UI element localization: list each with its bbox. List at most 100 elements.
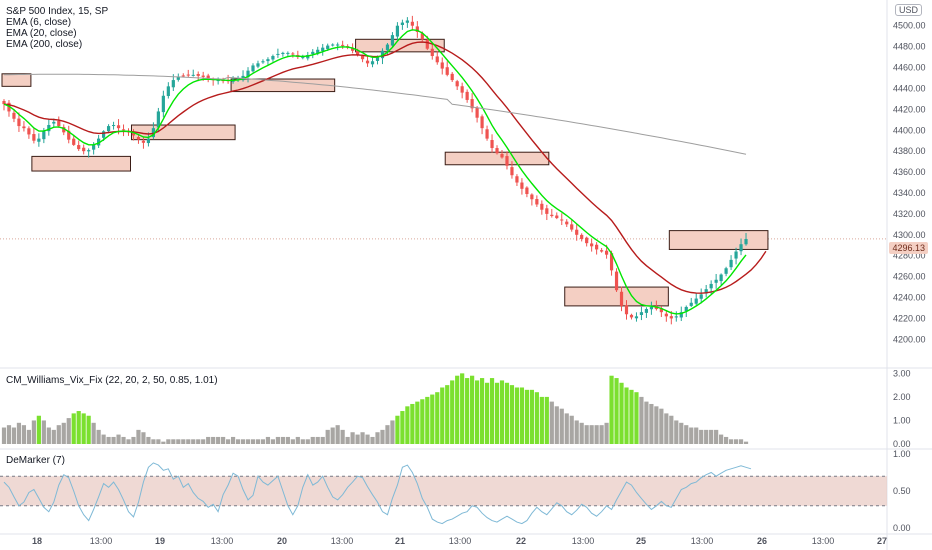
vix-bar — [569, 415, 574, 444]
candle-body — [276, 53, 280, 55]
candle-body — [67, 130, 71, 140]
vix-bar — [171, 439, 176, 444]
candle-body — [744, 238, 748, 245]
vix-bar — [704, 429, 709, 444]
candle-body — [136, 137, 141, 140]
candle-body — [390, 35, 395, 46]
price-tick-label: 4400.00 — [893, 125, 926, 135]
candle-body — [186, 74, 190, 76]
vix-bar — [290, 439, 295, 444]
vix-bar — [743, 441, 749, 444]
candle-body — [580, 234, 584, 239]
candle-body — [460, 86, 464, 93]
candle-body — [201, 75, 205, 77]
ema200-line — [3, 73, 747, 155]
price-tick-label: 4360.00 — [893, 167, 926, 177]
vix-bar — [226, 439, 231, 444]
vix-bar — [534, 392, 539, 444]
vix-bar — [479, 378, 485, 444]
candle-body — [82, 147, 86, 152]
vix-bar — [206, 436, 211, 444]
vix-bar — [390, 420, 395, 444]
candle-body — [724, 268, 728, 274]
candle-body — [455, 81, 459, 87]
zone-box — [668, 230, 769, 250]
candle-body — [739, 244, 743, 252]
candle-body — [72, 138, 76, 145]
vix-bar — [26, 429, 31, 444]
vix-bar — [161, 441, 166, 444]
candle-body — [131, 132, 136, 136]
vix-bar — [141, 432, 146, 444]
vix-bar — [614, 378, 619, 444]
candle-body — [709, 283, 713, 289]
candle-body — [689, 302, 693, 306]
vix-bar — [320, 436, 325, 444]
candle-body — [609, 253, 614, 271]
last-price-tag: 4296.13 — [889, 242, 928, 254]
vix-bar — [91, 422, 96, 444]
vix-bar — [245, 439, 251, 444]
candle-body — [649, 306, 653, 310]
candle-body — [326, 45, 330, 49]
vix-bar — [639, 396, 644, 444]
candle-body — [595, 244, 599, 250]
time-tick-label: 13:00 — [331, 536, 354, 546]
vix-bar — [425, 396, 430, 444]
vix-bar — [146, 436, 151, 444]
vix-bar — [126, 439, 131, 444]
price-tick-label: 4460.00 — [893, 63, 926, 73]
vix-bar — [405, 406, 410, 444]
candle-body — [246, 70, 250, 78]
candle-body — [395, 25, 400, 37]
candle-body — [375, 57, 380, 61]
vix-bar — [240, 439, 246, 444]
candle-body — [336, 44, 340, 46]
vix-bar — [524, 389, 529, 444]
vix-bar — [315, 436, 320, 444]
candle-body — [316, 49, 320, 54]
legend-ema200: EMA (200, close) — [6, 39, 83, 50]
candle-body — [181, 75, 185, 77]
vix-bar — [584, 425, 589, 444]
ema6-line — [3, 29, 747, 315]
demarker-line — [3, 462, 752, 525]
candle-body — [291, 53, 295, 55]
vix-bar — [370, 436, 375, 444]
vix-bar — [719, 434, 724, 444]
vix-bar — [300, 439, 305, 444]
candle-body — [151, 128, 155, 138]
zone-box — [31, 155, 132, 172]
candle-body — [380, 50, 385, 59]
vix-bar — [619, 382, 624, 444]
vix-bar — [594, 425, 599, 444]
vix-legend: CM_Williams_Vix_Fix (22, 20, 2, 50, 0.85… — [6, 375, 218, 386]
vix-bar — [489, 378, 495, 444]
vix-bar — [609, 375, 614, 444]
vix-bar — [400, 411, 405, 444]
price-tick-label: 4420.00 — [893, 104, 926, 114]
candle-body — [694, 298, 698, 304]
candle-body — [480, 116, 484, 129]
candle-body — [714, 279, 718, 283]
candle-body — [450, 73, 454, 81]
vix-tick-label: 1.00 — [893, 415, 911, 425]
vix-bar — [101, 434, 106, 444]
chart-title: S&P 500 Index, 15, SP — [6, 6, 109, 17]
vix-bar — [445, 385, 450, 444]
vix-tick-label: 0.00 — [893, 439, 911, 449]
candle-body — [57, 120, 61, 127]
candle-body — [311, 51, 315, 55]
candle-body — [47, 125, 51, 132]
currency-badge[interactable]: USD — [894, 4, 922, 16]
candle-body — [729, 259, 733, 268]
time-tick-label: 22 — [516, 536, 526, 546]
vix-bar — [664, 413, 669, 444]
candle-body — [545, 208, 549, 214]
candle-body — [156, 111, 160, 128]
vix-bar — [559, 408, 564, 444]
legend-ema20: EMA (20, close) — [6, 28, 77, 39]
vix-bar — [365, 434, 370, 444]
vix-bar — [275, 436, 280, 444]
